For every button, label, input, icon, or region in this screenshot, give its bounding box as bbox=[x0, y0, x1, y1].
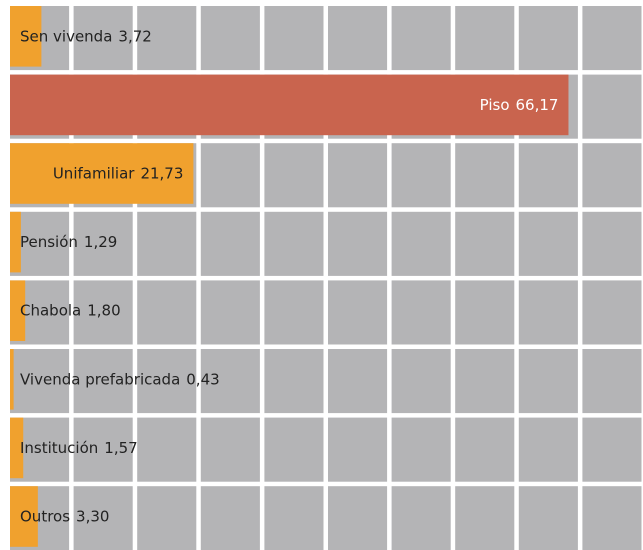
grid-cell bbox=[264, 6, 324, 71]
grid-cell bbox=[328, 143, 388, 208]
bar-label: Chabola 1,80 bbox=[20, 301, 121, 319]
grid-cell bbox=[200, 417, 260, 482]
grid-cell bbox=[518, 211, 578, 276]
grid-cell bbox=[264, 417, 324, 482]
bar bbox=[10, 6, 42, 67]
grid-cell bbox=[73, 280, 133, 345]
grid-cell bbox=[200, 280, 260, 345]
category-label: Unifamiliar bbox=[53, 164, 135, 182]
bar bbox=[10, 143, 194, 204]
grid-cell bbox=[328, 211, 388, 276]
bar-label: Pensión 1,29 bbox=[20, 233, 117, 251]
grid-cell bbox=[582, 6, 642, 71]
grid-cell bbox=[391, 417, 451, 482]
bar-label: Institución 1,57 bbox=[20, 438, 138, 456]
grid-cell bbox=[582, 486, 642, 550]
grid-cell bbox=[200, 486, 260, 550]
grid-cell bbox=[264, 349, 324, 414]
grid-cell bbox=[582, 417, 642, 482]
grid-cell bbox=[391, 6, 451, 71]
value-label: 0,43 bbox=[186, 370, 219, 388]
value-label: 1,57 bbox=[104, 438, 137, 456]
grid-cell bbox=[582, 211, 642, 276]
bar-label: Sen vivenda 3,72 bbox=[20, 27, 152, 45]
category-label: Sen vivenda bbox=[20, 27, 112, 45]
grid-cell bbox=[200, 211, 260, 276]
grid-cell bbox=[264, 143, 324, 208]
bar bbox=[10, 211, 21, 273]
grid-cell bbox=[518, 417, 578, 482]
grid-cell bbox=[518, 280, 578, 345]
grid-cell bbox=[582, 280, 642, 345]
grid-cell bbox=[391, 349, 451, 414]
category-label: Piso bbox=[480, 95, 510, 113]
grid-cell bbox=[73, 6, 133, 71]
value-label: 1,80 bbox=[87, 301, 120, 319]
bar-label: Piso 66,17 bbox=[480, 95, 559, 113]
grid-cell bbox=[455, 486, 515, 550]
grid-cell bbox=[518, 143, 578, 208]
grid-cell bbox=[518, 6, 578, 71]
grid-cell bbox=[455, 280, 515, 345]
grid-cell bbox=[582, 143, 642, 208]
category-label: Vivenda prefabricada bbox=[20, 370, 180, 388]
grid-cell bbox=[73, 417, 133, 482]
grid-cell bbox=[328, 280, 388, 345]
value-label: 66,17 bbox=[516, 95, 559, 113]
bar bbox=[10, 280, 26, 341]
category-label: Pensión bbox=[20, 233, 78, 251]
bar bbox=[10, 349, 14, 410]
bar-label: Vivenda prefabricada 0,43 bbox=[20, 370, 220, 388]
grid-cell bbox=[328, 349, 388, 414]
grid-cell bbox=[73, 211, 133, 276]
value-label: 21,73 bbox=[140, 164, 183, 182]
grid-cell bbox=[200, 6, 260, 71]
category-label: Outros bbox=[20, 507, 70, 525]
grid-cell bbox=[200, 349, 260, 414]
grid-cell bbox=[391, 486, 451, 550]
category-label: Institución bbox=[20, 438, 98, 456]
grid-cell bbox=[391, 280, 451, 345]
grid-cell bbox=[137, 280, 197, 345]
bar bbox=[10, 417, 24, 479]
grid-cell bbox=[518, 349, 578, 414]
grid-cell bbox=[73, 349, 133, 414]
grid-cell bbox=[137, 349, 197, 414]
grid-cell bbox=[455, 417, 515, 482]
grid-cell bbox=[455, 6, 515, 71]
grid-cell bbox=[391, 143, 451, 208]
grid-cell bbox=[391, 211, 451, 276]
grid-cell bbox=[10, 349, 70, 414]
grid-cell bbox=[328, 6, 388, 71]
grid-cell bbox=[137, 417, 197, 482]
grid-cell bbox=[582, 74, 642, 139]
grid-cell bbox=[264, 486, 324, 550]
bar-label: Outros 3,30 bbox=[20, 507, 109, 525]
grid-cell bbox=[328, 486, 388, 550]
grid-cell bbox=[264, 280, 324, 345]
grid-cell bbox=[200, 143, 260, 208]
grid-cell bbox=[137, 486, 197, 550]
bar bbox=[10, 74, 569, 136]
value-label: 3,30 bbox=[76, 507, 109, 525]
grid-cell bbox=[137, 6, 197, 71]
bar-label: Unifamiliar 21,73 bbox=[53, 164, 184, 182]
grid-cell bbox=[455, 143, 515, 208]
value-label: 3,72 bbox=[118, 27, 151, 45]
grid-cell bbox=[455, 349, 515, 414]
grid-cell bbox=[455, 211, 515, 276]
grid-cell bbox=[73, 486, 133, 550]
grid-cell bbox=[264, 211, 324, 276]
value-label: 1,29 bbox=[84, 233, 117, 251]
grid-cell bbox=[137, 211, 197, 276]
bar bbox=[10, 486, 38, 547]
grid-cell bbox=[582, 349, 642, 414]
category-label: Chabola bbox=[20, 301, 81, 319]
grid-cell bbox=[328, 417, 388, 482]
grid-cell bbox=[518, 486, 578, 550]
